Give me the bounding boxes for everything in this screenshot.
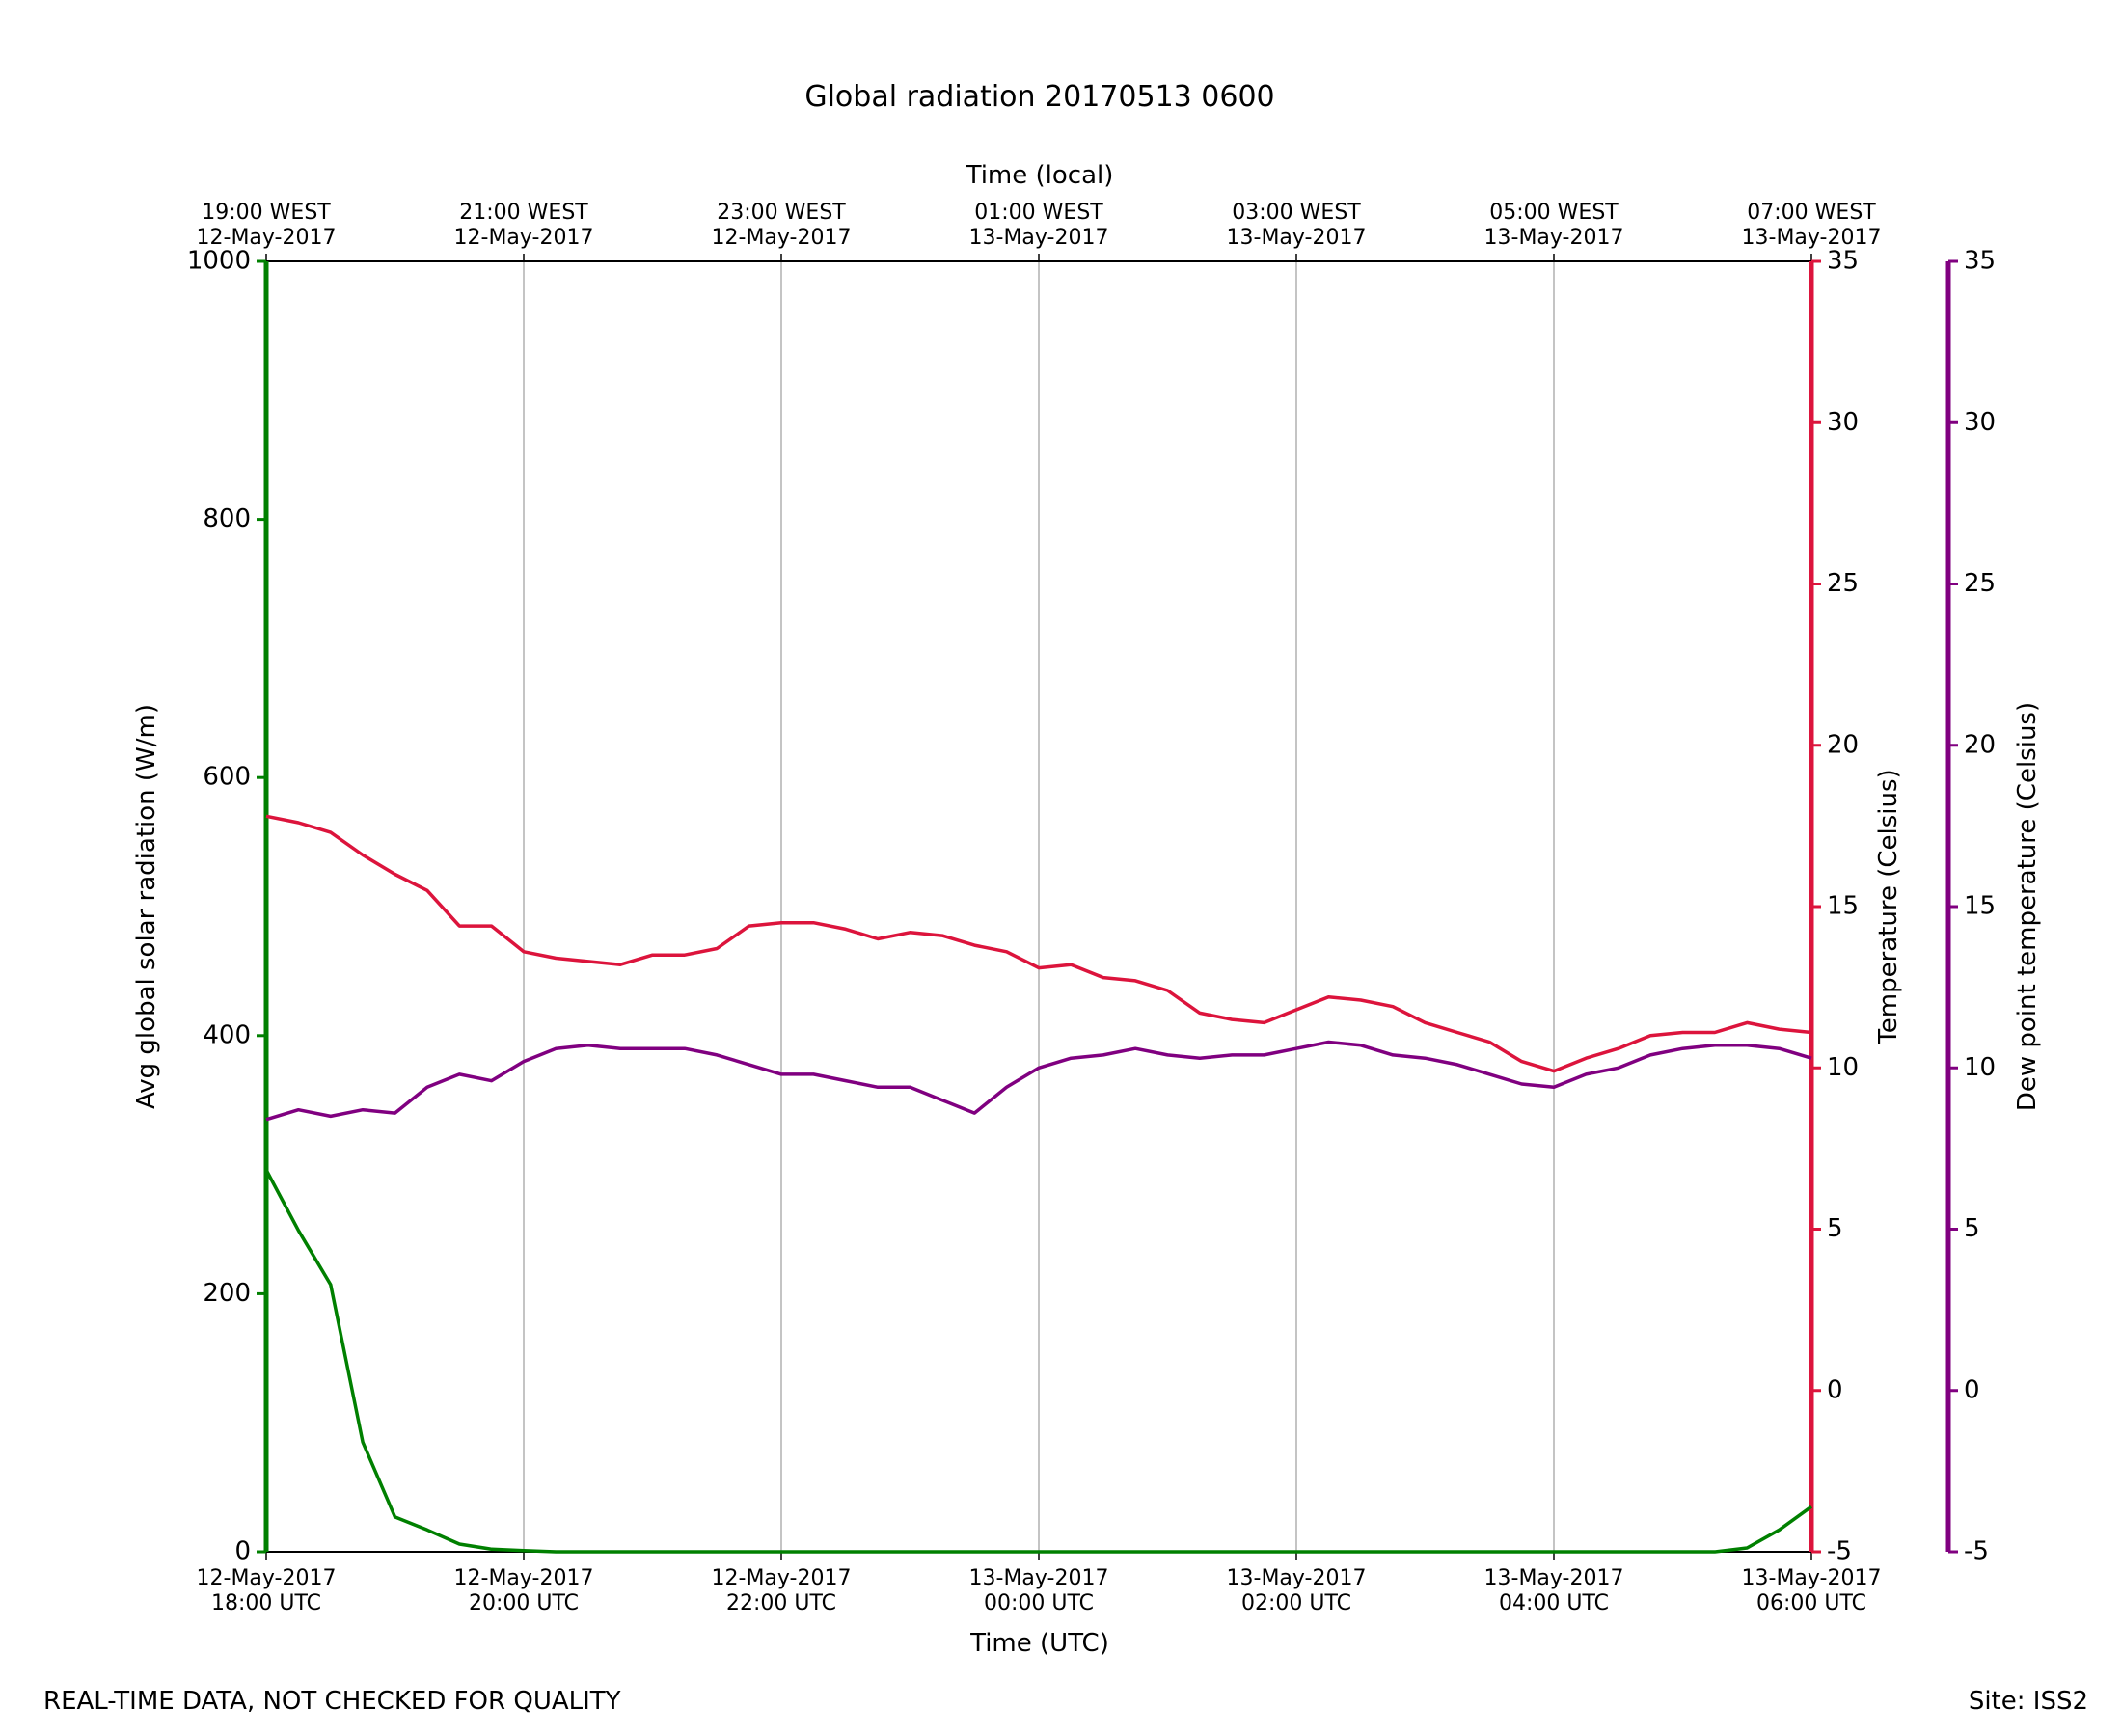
x2-tick-label-line: 19:00 WEST [202,201,331,225]
x-tick-label-line: 00:00 UTC [984,1591,1094,1615]
x2-tick-label-line: 07:00 WEST [1747,201,1876,225]
x2-tick-label-line: 13-May-2017 [1742,226,1882,250]
x2-tick-label: 01:00 WEST 13-May-2017 [969,201,1109,250]
x-tick-label: 12-May-2017 20:00 UTC [454,1566,594,1615]
series-line [264,1169,1813,1554]
x2-tick-label-line: 12-May-2017 [712,226,852,250]
y3-tick-label: 20 [1964,730,1996,759]
x-tick-label-line: 12-May-2017 [197,1566,337,1590]
y-axis-label: Avg global solar radiation (W/m) [132,704,161,1109]
y3-tick-label: 5 [1964,1214,1980,1243]
y2-tick-label: 5 [1827,1214,1843,1243]
x2-tick-label-line: 12-May-2017 [454,226,594,250]
y2-tick-label: 10 [1827,1053,1859,1082]
x2-axis-label: Time (local) [966,161,1114,190]
x2-tick-label-line: 21:00 WEST [459,201,588,225]
y-tick-label: 400 [203,1020,251,1049]
y3-tick-label: 30 [1964,408,1996,437]
y3-tick-label: -5 [1964,1537,1989,1566]
x2-tick-label-line: 12-May-2017 [197,226,337,250]
y-tick-label: 800 [203,504,251,533]
x-tick-label-line: 22:00 UTC [726,1591,836,1615]
footer-left: REAL-TIME DATA, NOT CHECKED FOR QUALITY [43,1687,621,1716]
x2-tick-label-line: 05:00 WEST [1489,201,1619,225]
x-tick-label-line: 18:00 UTC [211,1591,321,1615]
series-line [265,1040,1812,1122]
x2-tick-label: 21:00 WEST 12-May-2017 [454,201,594,250]
x-tick-label: 13-May-2017 04:00 UTC [1484,1566,1624,1615]
x2-tick-label-line: 13-May-2017 [969,226,1109,250]
footer-right: Site: ISS2 [1969,1687,2088,1716]
y2-tick-label: 35 [1827,247,1859,276]
y3-tick-label: 15 [1964,892,1996,921]
series-line [265,814,1812,1073]
y2-axis-label: Temperature (Celsius) [1874,769,1903,1044]
x-tick-label-line: 20:00 UTC [469,1591,579,1615]
x-tick-label: 12-May-2017 18:00 UTC [197,1566,337,1615]
x-tick-label-line: 02:00 UTC [1241,1591,1351,1615]
x2-tick-label: 23:00 WEST 12-May-2017 [712,201,852,250]
y2-tick-label: -5 [1827,1537,1852,1566]
y2-tick-label: 30 [1827,408,1859,437]
x-tick-label: 13-May-2017 00:00 UTC [969,1566,1109,1615]
x-tick-label-line: 06:00 UTC [1756,1591,1866,1615]
y2-tick-label: 0 [1827,1375,1843,1404]
x2-tick-label: 07:00 WEST 13-May-2017 [1742,201,1882,250]
y3-tick-label: 0 [1964,1375,1980,1404]
x2-tick-label-line: 13-May-2017 [1227,226,1367,250]
y3-tick-label: 10 [1964,1053,1996,1082]
y3-axis-label: Dew point temperature (Celsius) [2013,702,2042,1111]
x-tick-label: 13-May-2017 02:00 UTC [1227,1566,1367,1615]
x-tick-label-line: 13-May-2017 [1742,1566,1882,1590]
x2-tick-label-line: 01:00 WEST [974,201,1103,225]
x2-tick-label: 03:00 WEST 13-May-2017 [1227,201,1367,250]
x2-tick-label: 19:00 WEST 12-May-2017 [197,201,337,250]
y3-tick-label: 35 [1964,247,1996,276]
x2-tick-label-line: 13-May-2017 [1484,226,1624,250]
x2-tick-label-line: 23:00 WEST [717,201,846,225]
x-tick-label: 13-May-2017 06:00 UTC [1742,1566,1882,1615]
x-tick-label-line: 04:00 UTC [1499,1591,1609,1615]
x-tick-label-line: 12-May-2017 [712,1566,852,1590]
y-tick-label: 600 [203,763,251,792]
y3-tick-label: 25 [1964,569,1996,598]
x-tick-label-line: 13-May-2017 [1227,1566,1367,1590]
y-tick-label: 200 [203,1279,251,1308]
y-tick-label: 0 [234,1537,251,1566]
x-tick-label-line: 13-May-2017 [1484,1566,1624,1590]
x-tick-label: 12-May-2017 22:00 UTC [712,1566,852,1615]
x-tick-label-line: 12-May-2017 [454,1566,594,1590]
y2-tick-label: 20 [1827,730,1859,759]
x-axis-label: Time (UTC) [969,1629,1109,1658]
y-tick-label: 1000 [187,247,251,276]
chart-title: Global radiation 20170513 0600 [804,80,1274,114]
x2-tick-label: 05:00 WEST 13-May-2017 [1484,201,1624,250]
x2-tick-label-line: 03:00 WEST [1232,201,1361,225]
y2-tick-label: 25 [1827,569,1859,598]
x-tick-label-line: 13-May-2017 [969,1566,1109,1590]
y2-tick-label: 15 [1827,892,1859,921]
